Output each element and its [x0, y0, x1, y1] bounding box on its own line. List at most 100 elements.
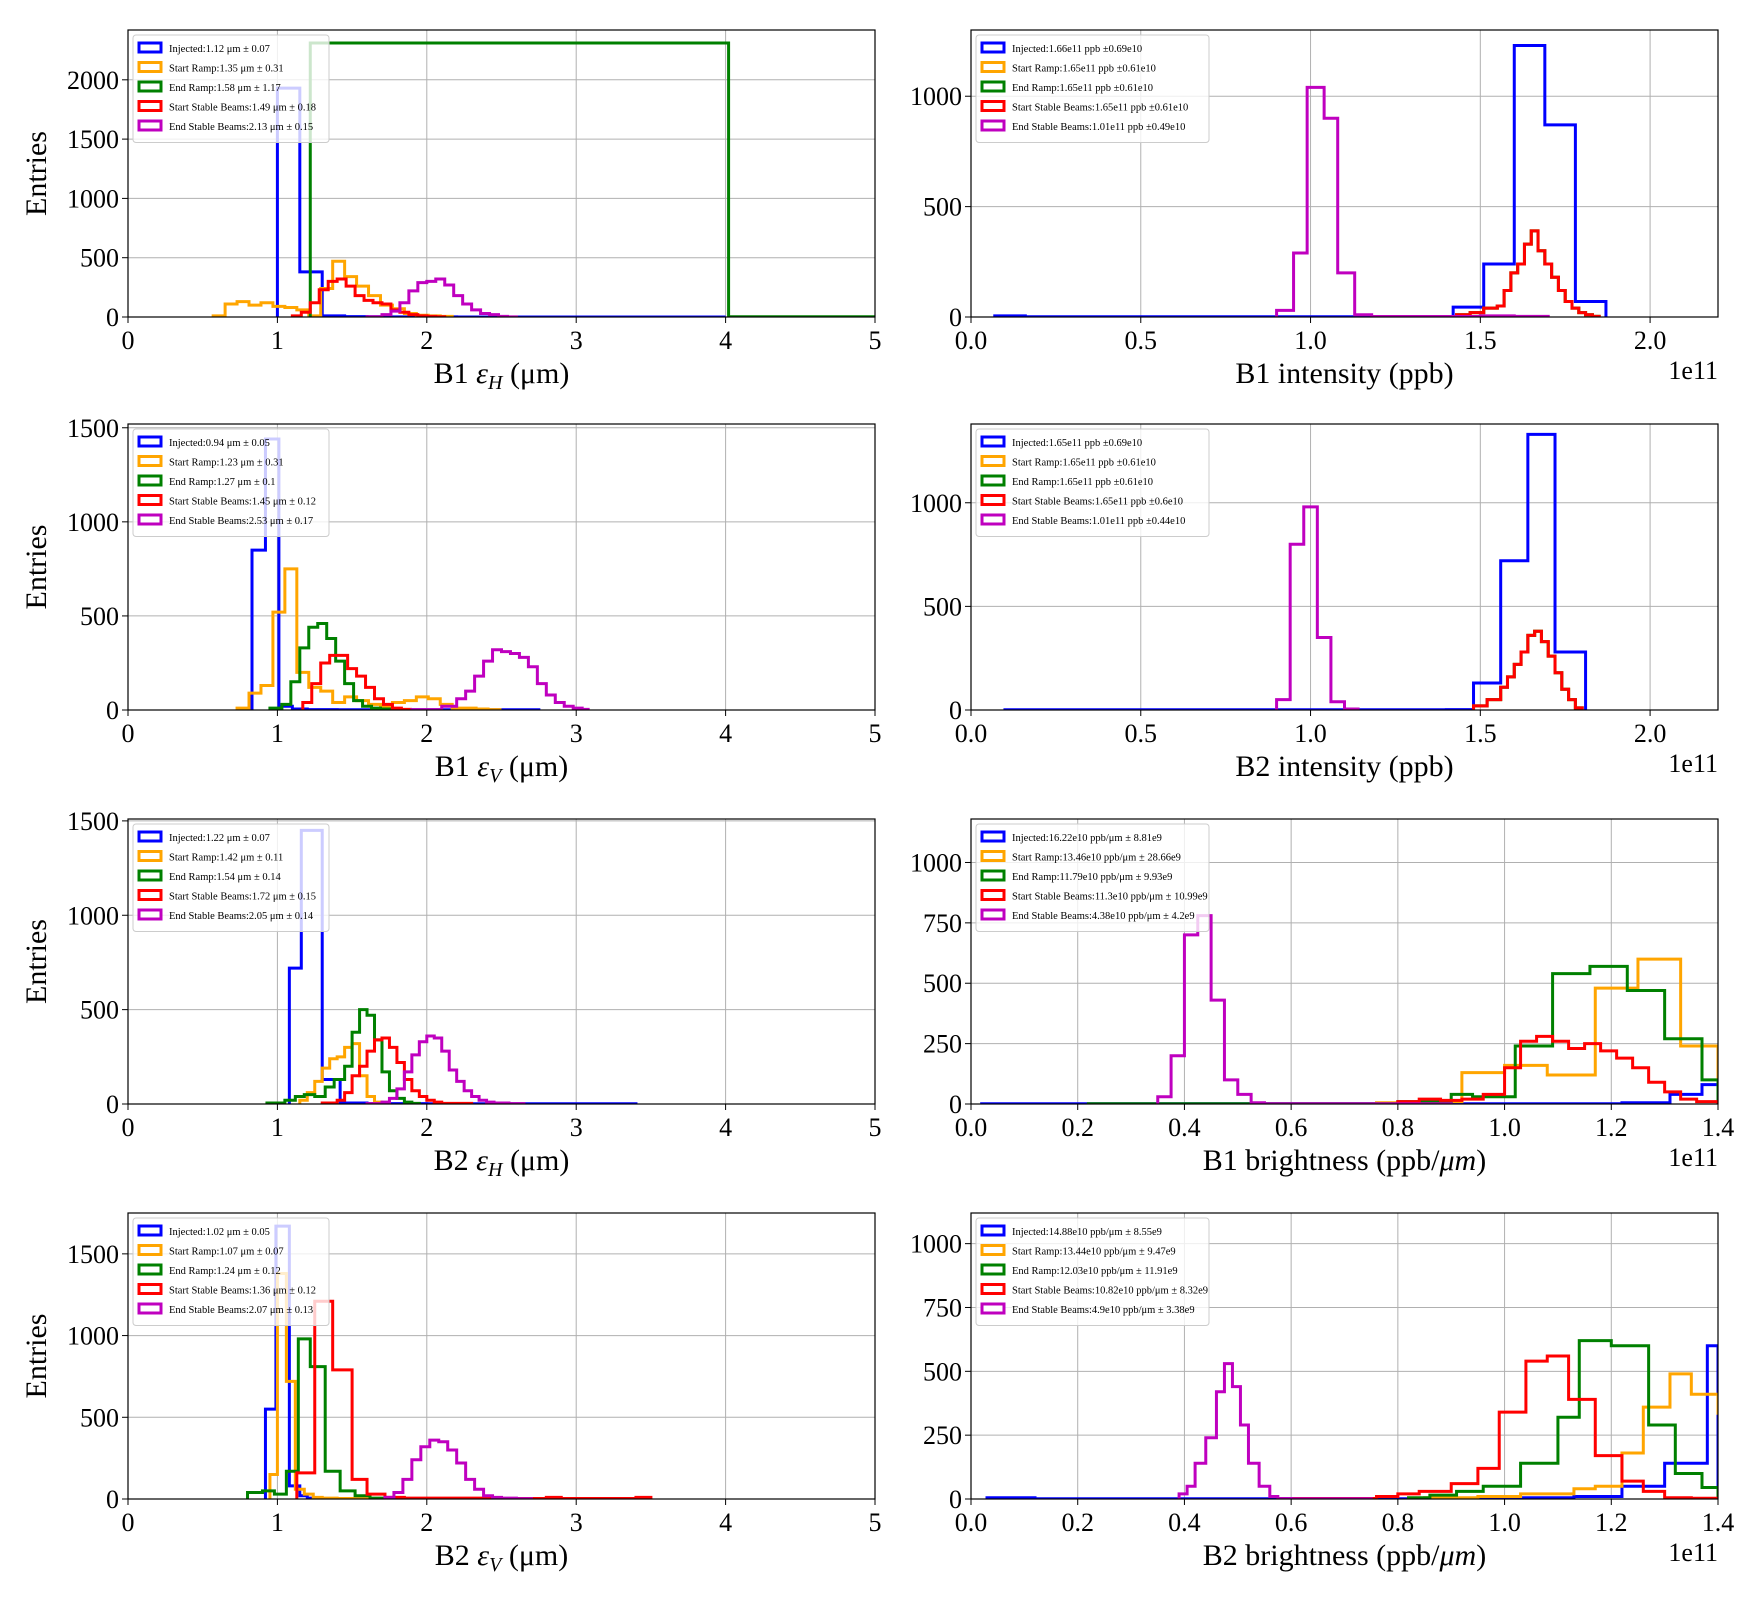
- y-tick-label: 1000: [67, 508, 119, 537]
- x-axis-label-main: B2 intensity (ppb): [1235, 750, 1453, 783]
- x-axis-label-symbol: μm: [1438, 1144, 1476, 1177]
- histogram-end-ramp: [268, 621, 400, 710]
- histogram-end-stable-beams: [1275, 85, 1550, 317]
- y-tick-label: 1500: [67, 1240, 119, 1269]
- x-axis-label: B2 intensity (ppb): [1235, 750, 1453, 783]
- x-tick-label: 0.0: [955, 1508, 988, 1537]
- x-offset-text: 1e11: [1668, 1143, 1718, 1172]
- legend-box: [132, 428, 330, 537]
- subplot-row1-right: 0.0 0.5 1.0 1.5 2.0 0 500 1000 B1 intensity (ppb…: [910, 29, 1719, 390]
- legend-entry-label: End Ramp:1.27 μm ± 0.1: [169, 477, 275, 488]
- legend-entry-label: Injected:1.65e11 ppb ±0.69e10: [1012, 438, 1142, 449]
- x-tick-label: 0.5: [1125, 326, 1158, 355]
- histogram-end-stable-beams: [1275, 505, 1360, 710]
- legend-swatch-end-stable-beams: [137, 119, 163, 132]
- legend-swatch-start-ramp: [980, 61, 1006, 73]
- legend-swatch-end-ramp: [137, 80, 163, 93]
- legend-entry-label: End Ramp:1.54 μm ± 0.14: [169, 872, 281, 883]
- x-axis-label-unit: (μm): [502, 1144, 569, 1177]
- y-tick-label: 250: [923, 1421, 962, 1450]
- legend-swatch-start-ramp: [980, 455, 1006, 467]
- legend-swatch-end-ramp: [137, 474, 163, 487]
- legend-swatch-end-stable-beams: [980, 1302, 1006, 1315]
- x-axis-label-unit: ): [1476, 1144, 1486, 1177]
- y-axis-label: Entries: [20, 525, 53, 610]
- legend-swatch-start-stable-beams: [137, 889, 163, 901]
- x-axis-label: B1 intensity (ppb): [1235, 357, 1453, 390]
- legend-entry-label: Injected:1.12 μm ± 0.07: [169, 44, 270, 55]
- x-tick-label: 0.2: [1061, 1113, 1094, 1142]
- x-tick-label: 4: [719, 1113, 732, 1142]
- x-tick-label: 1.0: [1294, 719, 1327, 748]
- legend-swatch-start-stable-beams: [137, 494, 163, 506]
- legend-entry-label: Injected:0.94 μm ± 0.05: [169, 438, 270, 449]
- x-tick-label: 1.4: [1702, 1113, 1735, 1142]
- y-tick-label: 0: [949, 1090, 962, 1119]
- x-tick-label: 4: [719, 1508, 732, 1537]
- legend-entry-label: End Stable Beams:2.13 μm ± 0.15: [169, 122, 313, 133]
- x-tick-label: 1.4: [1702, 1508, 1735, 1537]
- subplot-row4-right: 0.0 0.2 0.4 0.6 0.8 1.0 1.2 1.4 0 250 500 750 1000 B2…: [910, 1212, 1735, 1572]
- legend-entry-label: Start Stable Beams:1.65e11 ppb ±0.61e10: [1012, 103, 1188, 114]
- histogram-end-stable-beams: [410, 648, 590, 710]
- legend-swatch-end-ramp: [980, 474, 1006, 487]
- x-tick-label: 0.5: [1125, 719, 1158, 748]
- legend: Injected:0.94 μm ± 0.05 Start Ramp:1.23 μ…: [132, 428, 330, 537]
- legend-entry-label: Injected:1.66e11 ppb ±0.69e10: [1012, 44, 1142, 55]
- legend-swatch-injected: [980, 1224, 1006, 1237]
- histogram-start-stable-beams: [320, 1036, 474, 1104]
- histogram-end-ramp: [246, 1337, 387, 1499]
- y-tick-label: 1000: [67, 901, 119, 930]
- subplot-row2-right: 0.0 0.5 1.0 1.5 2.0 0 500 1000 B2 intensity (ppb…: [910, 423, 1719, 783]
- legend-swatch-start-ramp: [137, 61, 163, 73]
- histogram-start-stable-beams: [295, 1299, 653, 1499]
- x-tick-label: 5: [869, 719, 882, 748]
- legend-box: [975, 34, 1210, 143]
- x-tick-label: 3: [570, 1113, 583, 1142]
- y-tick-label: 500: [923, 592, 962, 621]
- x-tick-label: 1.2: [1595, 1113, 1628, 1142]
- legend-swatch-injected: [137, 41, 163, 54]
- axes-frame: [127, 29, 876, 318]
- legend: Injected:1.66e11 ppb ±0.69e10 Start Ramp:…: [975, 34, 1210, 143]
- histogram-end-ramp: [308, 41, 875, 317]
- x-axis-label: B1 brightness (ppb/μm): [1203, 1144, 1486, 1177]
- legend: Injected:1.65e11 ppb ±0.69e10 Start Ramp:…: [975, 428, 1210, 537]
- legend: Injected:14.88e10 ppb/μm ± 8.55e9 Start R…: [975, 1217, 1210, 1326]
- legend-swatch-start-ramp: [980, 850, 1006, 862]
- histogram-injected: [287, 828, 638, 1104]
- x-tick-label: 2.0: [1634, 326, 1667, 355]
- y-tick-label: 1500: [67, 414, 119, 443]
- legend-swatch-injected: [980, 830, 1006, 843]
- x-tick-label: 5: [869, 326, 882, 355]
- legend-entry-label: End Stable Beams:4.9e10 ppb/μm ± 3.38e9: [1012, 1305, 1195, 1316]
- subplot-row1-left: 0 1 2 3 4 5 0 500 1000 1500 2000 B1 εH (μm) Entries I…: [20, 29, 882, 394]
- histogram-start-stable-beams: [290, 277, 447, 317]
- legend-swatch-injected: [980, 435, 1006, 448]
- legend-swatch-start-ramp: [137, 1244, 163, 1256]
- histogram-start-ramp: [1375, 957, 1718, 1104]
- x-axis-label-unit: (μm): [501, 750, 568, 783]
- legend-swatch-end-stable-beams: [137, 1302, 163, 1315]
- y-tick-label: 0: [949, 696, 962, 725]
- histogram-end-stable-beams: [1156, 914, 1453, 1104]
- x-axis-label: B1 εH (μm): [434, 357, 570, 394]
- legend-entry-label: Injected:16.22e10 ppb/μm ± 8.81e9: [1012, 833, 1162, 844]
- x-offset-text: 1e11: [1668, 1538, 1718, 1567]
- legend-swatch-start-stable-beams: [980, 100, 1006, 112]
- legend: Injected:16.22e10 ppb/μm ± 8.81e9 Start R…: [975, 823, 1210, 932]
- legend: Injected:1.02 μm ± 0.05 Start Ramp:1.07 μ…: [132, 1217, 330, 1326]
- x-axis-label-symbol: ε: [476, 357, 488, 390]
- x-tick-label: 1: [271, 1508, 284, 1537]
- x-axis-label-unit: (μm): [502, 357, 569, 390]
- x-tick-label: 1.5: [1464, 326, 1497, 355]
- legend-entry-label: End Ramp:1.58 μm ± 1.17: [169, 83, 281, 94]
- x-tick-label: 4: [719, 719, 732, 748]
- y-axis-label: Entries: [20, 919, 53, 1004]
- y-tick-label: 1500: [67, 807, 119, 836]
- x-tick-label: 5: [869, 1113, 882, 1142]
- legend-box: [975, 428, 1210, 537]
- y-tick-label: 0: [106, 303, 119, 332]
- y-tick-label: 0: [949, 1485, 962, 1514]
